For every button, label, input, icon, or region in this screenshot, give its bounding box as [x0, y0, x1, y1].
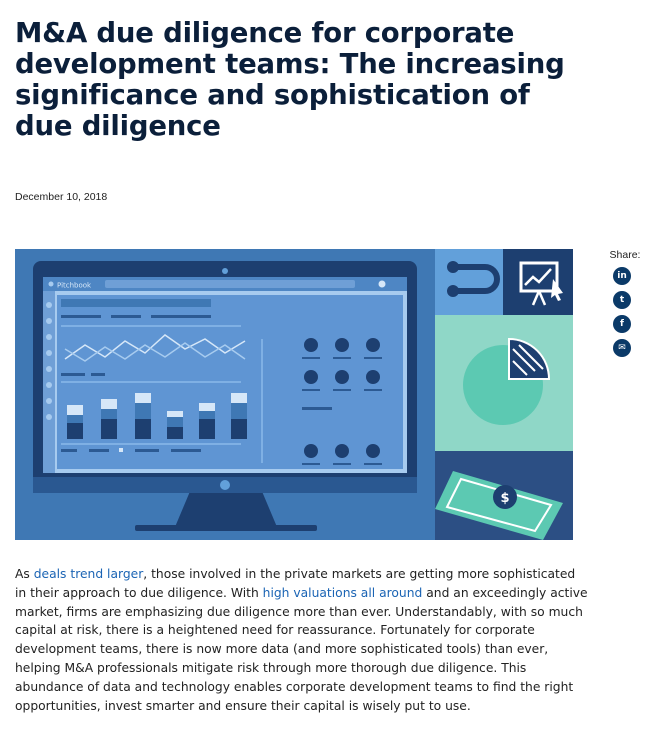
dollar-bill-icon: $	[435, 471, 563, 540]
twitter-icon: t	[619, 295, 625, 305]
share-panel: Share: in t f ✉	[610, 249, 646, 363]
linkedin-share-button[interactable]: in	[613, 267, 631, 285]
email-share-button[interactable]: ✉	[613, 339, 631, 357]
high-valuations-link[interactable]: high valuations all around	[262, 585, 423, 600]
circuit-icon	[447, 261, 500, 297]
svg-text:Pitchbook: Pitchbook	[57, 282, 92, 290]
deals-trend-larger-link[interactable]: deals trend larger	[33, 567, 144, 581]
facebook-share-button[interactable]: f	[613, 315, 631, 333]
article-title: M&A due diligence for corporate developm…	[15, 17, 565, 142]
article-body: As deals trend larger, those involved in…	[15, 565, 590, 715]
article-date: December 10, 2018	[15, 191, 108, 203]
body-text-1: As	[15, 567, 34, 581]
pie-chart-icon	[463, 337, 551, 425]
svg-text:$: $	[500, 491, 509, 506]
linkedin-icon: in	[617, 271, 627, 281]
twitter-share-button[interactable]: t	[613, 291, 631, 309]
body-text-2: , those involved in the private markets …	[15, 567, 576, 600]
share-label: Share:	[609, 249, 641, 261]
hero-illustration: $ Pitchbook	[15, 249, 573, 540]
presentation-chart-icon	[519, 261, 563, 306]
body-text-3: and an exceedingly active market, firms …	[15, 585, 588, 713]
facebook-icon: f	[620, 319, 624, 329]
email-icon: ✉	[618, 343, 626, 353]
